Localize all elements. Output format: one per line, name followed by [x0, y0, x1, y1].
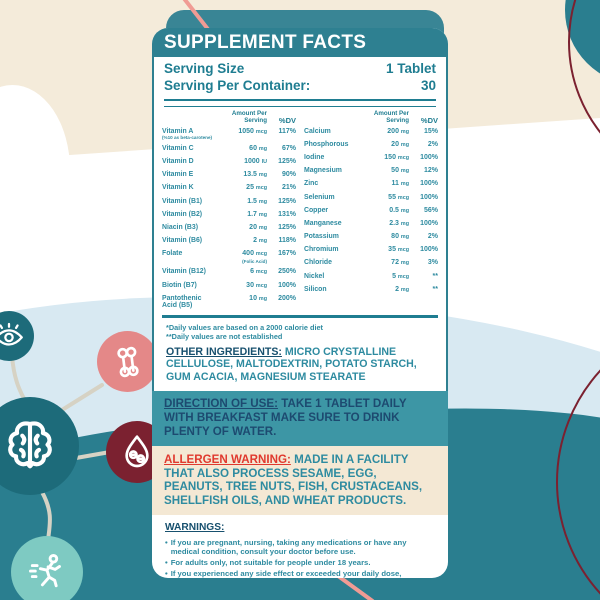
nutrient-row: Folate 400 mcg (Folic Acid) 167%	[162, 250, 296, 264]
direction-of-use: DIRECTION OF USE: TAKE 1 TABLET DAILY WI…	[152, 391, 448, 446]
warnings-list: • If you are pregnant, nursing, taking an…	[165, 538, 435, 578]
nutrient-row: Vitamin (B1) 1.5 mg 125%	[162, 197, 296, 205]
serving-container-value: 30	[420, 77, 436, 93]
eye-badge	[0, 311, 34, 361]
nutrient-row: Niacin (B3) 20 mg 125%	[162, 223, 296, 231]
footnote-not-established: **Daily values are not established	[166, 331, 283, 341]
nutrient-row: Pantothenic Acid (B5) 10 mg 200%	[162, 294, 296, 310]
thick-rule	[162, 314, 438, 318]
warnings-label: WARNINGS:	[165, 521, 225, 533]
amount-per-serving-header: Amount Per Serving	[231, 110, 267, 124]
runner-icon	[29, 554, 61, 588]
nutrient-row: Vitamin D 1000 IU 125%	[162, 157, 296, 165]
column-header: Amount Per Serving %DV	[304, 110, 438, 125]
dv-header: %DV	[278, 115, 296, 125]
bone-icon	[116, 346, 139, 377]
nutrient-row: Vitamin A (%10 as beta-carotene) 1050 mcg 1…	[162, 127, 296, 141]
warning-item: • For adults only, not suitable for peopl…	[165, 558, 371, 568]
amount-per-serving-header: Amount Per Serving	[373, 110, 409, 124]
other-ingredients-label: OTHER INGREDIENTS:	[166, 345, 282, 358]
warning-item: • If you experienced any side effect or e…	[165, 569, 402, 578]
dv-header: %DV	[420, 115, 438, 125]
nutrient-row: Copper 0.5 mg 56%	[304, 206, 438, 214]
nutrient-column-right: Amount Per Serving %DV Calcium 200 mg 15% P…	[304, 110, 438, 315]
nutrient-row: Magnesium 50 mg 12%	[304, 167, 438, 175]
facts-box: Serving Size 1 Tablet Serving Per Contai…	[152, 57, 448, 392]
serving-info: Serving Size 1 Tablet Serving Per Contai…	[154, 57, 446, 96]
nutrient-row: Calcium 200 mg 15%	[304, 127, 438, 135]
footnote-daily-values: *Daily values are based on a 2000 calori…	[166, 322, 323, 332]
nutrient-row: Selenium 55 mcg 100%	[304, 193, 438, 201]
bone-badge	[97, 331, 158, 392]
serving-size-value: 1 Tablet	[385, 61, 436, 76]
nutrient-row: Vitamin (B6) 2 mg 118%	[162, 237, 296, 245]
serving-size-label: Serving Size	[164, 61, 245, 76]
other-ingredients: OTHER INGREDIENTS: MICRO CRYSTALLINE CEL…	[154, 343, 446, 392]
nutrient-row: Vitamin K 25 mcg 21%	[162, 184, 296, 192]
nutrient-row: Manganese 2.3 mg 100%	[304, 219, 438, 227]
warning-item: • If you are pregnant, nursing, taking an…	[165, 537, 407, 557]
double-rule	[164, 99, 436, 107]
allergen-warning-text: MADE IN A FACILITY THAT ALSO PROCESS SES…	[164, 452, 423, 508]
nutrient-row: Phosphorous 20 mg 2%	[304, 140, 438, 148]
nutrient-row: Biotin (B7) 30 mcg 100%	[162, 281, 296, 289]
runner-badge	[11, 536, 83, 600]
nutrient-row: Potassium 80 mg 2%	[304, 233, 438, 241]
nutrient-column-left: Amount Per Serving %DV Vitamin A (%10 as …	[162, 110, 296, 315]
nutrient-row: Vitamin E 13.5 mg 90%	[162, 171, 296, 179]
direction-of-use-label: DIRECTION OF USE:	[164, 397, 279, 411]
nutrient-row: Vitamin C 60 mg 67%	[162, 144, 296, 152]
allergen-warning: ALLERGEN WARNING: MADE IN A FACILITY THA…	[152, 445, 448, 515]
nutrient-row: Iodine 150 mcg 100%	[304, 153, 438, 161]
allergen-warning-label: ALLERGEN WARNING:	[164, 452, 291, 466]
nutrient-row: Chromium 35 mcg 100%	[304, 246, 438, 254]
nutrient-table: Amount Per Serving %DV Vitamin A (%10 as …	[154, 107, 446, 315]
nutrient-row: Nickel 5 mcg **	[304, 272, 438, 280]
footnotes: *Daily values are based on a 2000 calori…	[154, 320, 446, 343]
panel-title: SUPPLEMENT FACTS	[152, 28, 448, 57]
column-header: Amount Per Serving %DV	[162, 110, 296, 125]
nutrient-row: Vitamin (B12) 6 mcg 250%	[162, 268, 296, 276]
direction-of-use-text: TAKE 1 TABLET DAILY WITH BREAKFAST MAKE …	[164, 397, 407, 438]
supplement-facts-panel: SUPPLEMENT FACTS Serving Size 1 Tablet S…	[152, 28, 448, 578]
other-ingredients-text: MICRO CRYSTALLINE CELLULOSE, MALTODEXTRI…	[166, 345, 417, 383]
nutrient-row: Chloride 72 mg 3%	[304, 259, 438, 267]
nutrient-row: Zinc 11 mg 100%	[304, 180, 438, 188]
warnings-section: WARNINGS: • If you are pregnant, nursing,…	[152, 515, 448, 578]
blood-drop-icon	[125, 435, 149, 468]
serving-container-label: Serving Per Container:	[164, 77, 311, 93]
eye-icon	[0, 322, 23, 346]
brain-icon	[8, 421, 52, 469]
nutrient-row: Silicon 2 mg **	[304, 285, 438, 293]
nutrient-row: Vitamin (B2) 1.7 mg 131%	[162, 210, 296, 218]
brain-badge	[0, 397, 79, 495]
